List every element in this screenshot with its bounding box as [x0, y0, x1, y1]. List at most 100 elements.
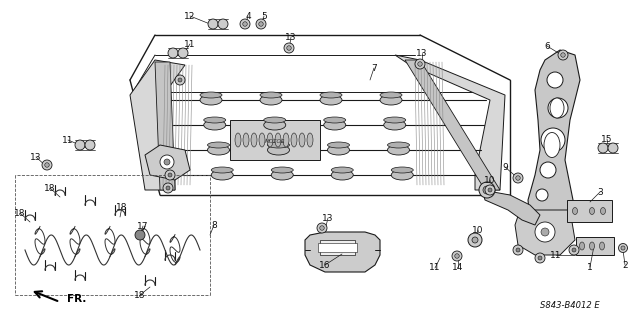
Ellipse shape	[331, 167, 353, 173]
Circle shape	[287, 46, 291, 50]
Ellipse shape	[251, 133, 257, 147]
Polygon shape	[155, 62, 175, 190]
Ellipse shape	[299, 133, 305, 147]
Text: 18: 18	[44, 183, 56, 193]
Text: 10: 10	[472, 226, 484, 235]
Circle shape	[536, 189, 548, 201]
Circle shape	[259, 22, 263, 26]
Circle shape	[242, 22, 248, 26]
Polygon shape	[395, 55, 505, 190]
Ellipse shape	[200, 92, 222, 98]
Text: 6: 6	[544, 42, 550, 51]
Ellipse shape	[599, 242, 605, 250]
Ellipse shape	[208, 142, 230, 148]
Circle shape	[488, 188, 492, 192]
Text: 9: 9	[502, 163, 508, 172]
Ellipse shape	[380, 92, 402, 98]
Ellipse shape	[327, 142, 349, 148]
Circle shape	[452, 251, 462, 261]
Text: 11: 11	[62, 135, 74, 145]
Polygon shape	[528, 50, 580, 230]
Circle shape	[548, 98, 568, 118]
Text: 13: 13	[285, 33, 297, 42]
Circle shape	[598, 143, 608, 153]
Text: 13: 13	[322, 213, 334, 222]
Circle shape	[160, 155, 174, 169]
Ellipse shape	[243, 133, 249, 147]
Circle shape	[166, 186, 170, 190]
Circle shape	[163, 183, 173, 193]
Circle shape	[175, 75, 185, 85]
Circle shape	[569, 245, 579, 255]
Text: 8: 8	[211, 220, 217, 229]
Circle shape	[42, 160, 52, 170]
Ellipse shape	[235, 133, 241, 147]
Ellipse shape	[589, 207, 594, 214]
Circle shape	[168, 48, 178, 58]
Ellipse shape	[544, 132, 560, 157]
Ellipse shape	[589, 242, 594, 250]
Circle shape	[75, 140, 85, 150]
Ellipse shape	[264, 120, 285, 130]
Circle shape	[85, 140, 95, 150]
Circle shape	[317, 223, 327, 233]
Ellipse shape	[211, 170, 233, 180]
Text: 12: 12	[184, 12, 196, 20]
Ellipse shape	[387, 142, 410, 148]
Circle shape	[540, 162, 556, 178]
Circle shape	[178, 48, 188, 58]
Bar	[318, 243, 357, 252]
Polygon shape	[305, 232, 380, 272]
Text: 3: 3	[597, 188, 603, 196]
Ellipse shape	[579, 242, 584, 250]
Circle shape	[240, 19, 250, 29]
Ellipse shape	[211, 167, 233, 173]
Text: 14: 14	[453, 263, 464, 273]
Circle shape	[256, 19, 266, 29]
Circle shape	[45, 163, 49, 167]
Circle shape	[513, 173, 523, 183]
Circle shape	[513, 245, 523, 255]
Circle shape	[479, 182, 495, 198]
Ellipse shape	[204, 117, 226, 123]
Circle shape	[454, 254, 460, 258]
Ellipse shape	[601, 207, 606, 214]
Ellipse shape	[320, 92, 342, 98]
Circle shape	[168, 173, 172, 177]
Ellipse shape	[323, 120, 346, 130]
Circle shape	[538, 256, 542, 260]
Circle shape	[483, 186, 491, 194]
Ellipse shape	[272, 167, 293, 173]
Ellipse shape	[384, 120, 406, 130]
Text: 11: 11	[429, 263, 441, 273]
Text: 5: 5	[261, 12, 267, 20]
Circle shape	[561, 53, 565, 57]
Circle shape	[164, 159, 170, 165]
Ellipse shape	[327, 145, 349, 155]
Text: 15: 15	[601, 134, 613, 143]
Text: 11: 11	[184, 39, 196, 49]
Circle shape	[535, 222, 555, 242]
Text: MOTOR: MOTOR	[265, 139, 285, 143]
Text: 4: 4	[245, 12, 251, 20]
Circle shape	[415, 59, 425, 69]
Circle shape	[541, 228, 549, 236]
Circle shape	[572, 248, 576, 252]
Ellipse shape	[384, 117, 406, 123]
Ellipse shape	[200, 95, 222, 105]
Text: 16: 16	[319, 260, 331, 269]
Bar	[230, 120, 320, 160]
Ellipse shape	[267, 133, 273, 147]
Circle shape	[284, 43, 294, 53]
Ellipse shape	[204, 120, 226, 130]
Ellipse shape	[387, 145, 410, 155]
Circle shape	[135, 230, 145, 240]
Text: 7: 7	[371, 63, 377, 73]
Circle shape	[208, 19, 218, 29]
Text: 1: 1	[587, 262, 593, 271]
Ellipse shape	[320, 95, 342, 105]
Ellipse shape	[331, 170, 353, 180]
Polygon shape	[145, 145, 190, 180]
Text: 18: 18	[116, 203, 128, 212]
Ellipse shape	[323, 117, 346, 123]
